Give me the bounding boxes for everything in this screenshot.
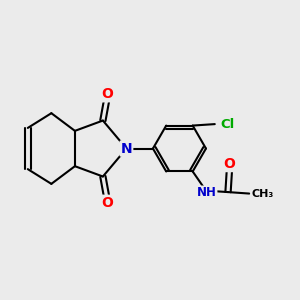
Text: O: O: [224, 157, 236, 171]
Text: NH: NH: [196, 187, 217, 200]
Text: CH₃: CH₃: [251, 189, 274, 199]
Text: Cl: Cl: [220, 118, 234, 130]
Text: O: O: [101, 196, 113, 210]
Text: O: O: [101, 87, 113, 101]
Text: N: N: [121, 142, 132, 155]
